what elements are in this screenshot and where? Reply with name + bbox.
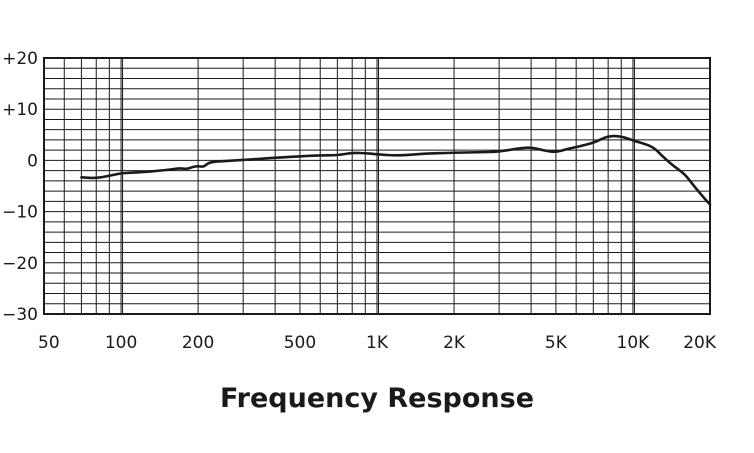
x-tick-label: 1K <box>366 333 389 353</box>
y-axis-tick-labels: +20 +10 0 −10 −20 −30 <box>2 49 38 325</box>
x-tick-label: 10K <box>617 333 651 353</box>
y-tick-label: 0 <box>27 151 38 171</box>
y-tick-label: −30 <box>2 305 38 325</box>
x-tick-label: 20K <box>683 333 717 353</box>
x-tick-label: 50 <box>38 333 60 353</box>
x-tick-label: 2K <box>443 333 466 353</box>
x-tick-label: 5K <box>545 333 568 353</box>
y-tick-label: +10 <box>2 100 38 120</box>
frequency-response-line <box>80 134 712 206</box>
x-tick-label: 200 <box>182 333 214 353</box>
y-tick-label: −20 <box>2 254 38 274</box>
y-tick-label: +20 <box>2 49 38 69</box>
x-axis-tick-labels: 50 100 200 500 1K 2K 5K 10K 20K <box>38 333 717 353</box>
x-tick-label: 100 <box>105 333 137 353</box>
x-tick-label: 500 <box>284 333 316 353</box>
grid <box>44 58 710 314</box>
chart-title: Frequency Response <box>220 383 534 414</box>
plot-frame <box>43 57 711 315</box>
y-tick-label: −10 <box>2 203 38 223</box>
